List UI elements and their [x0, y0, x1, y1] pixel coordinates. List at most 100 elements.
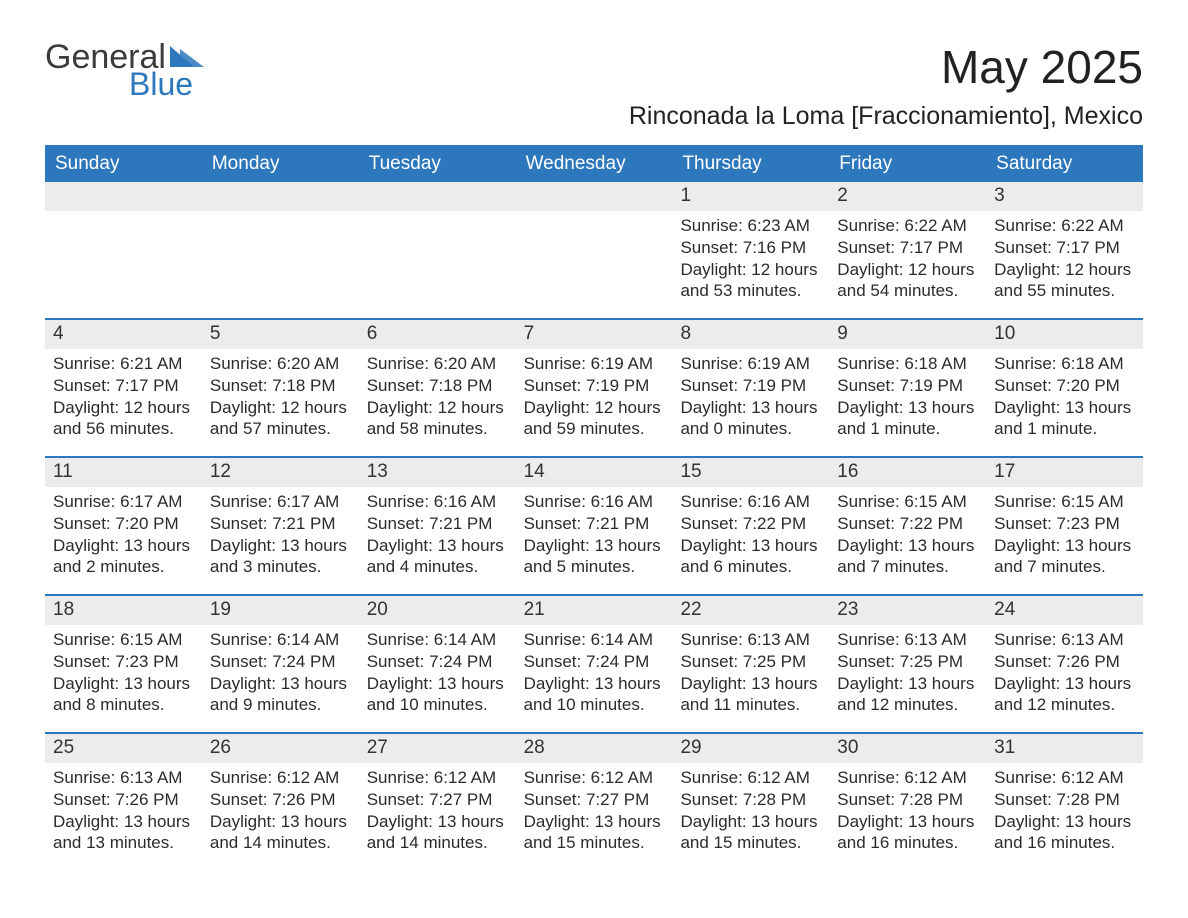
day-details: Sunrise: 6:20 AMSunset: 7:18 PMDaylight:…: [359, 349, 516, 448]
sunrise-line: Sunrise: 6:19 AM: [680, 353, 821, 375]
sunrise-line: Sunrise: 6:13 AM: [680, 629, 821, 651]
daylight-line: Daylight: 12 hours and 56 minutes.: [53, 397, 194, 441]
day-number: 26: [202, 734, 359, 763]
day-details: Sunrise: 6:17 AMSunset: 7:20 PMDaylight:…: [45, 487, 202, 586]
sunset-line: Sunset: 7:24 PM: [367, 651, 508, 673]
daylight-line: Daylight: 13 hours and 12 minutes.: [837, 673, 978, 717]
daylight-line: Daylight: 13 hours and 8 minutes.: [53, 673, 194, 717]
day-details: Sunrise: 6:14 AMSunset: 7:24 PMDaylight:…: [359, 625, 516, 724]
location-subtitle: Rinconada la Loma [Fraccionamiento], Mex…: [629, 102, 1143, 131]
day-details: Sunrise: 6:18 AMSunset: 7:19 PMDaylight:…: [829, 349, 986, 448]
sunset-line: Sunset: 7:23 PM: [994, 513, 1135, 535]
sunrise-line: Sunrise: 6:18 AM: [994, 353, 1135, 375]
calendar-day: 27Sunrise: 6:12 AMSunset: 7:27 PMDayligh…: [359, 734, 516, 870]
sunrise-line: Sunrise: 6:12 AM: [367, 767, 508, 789]
day-details: Sunrise: 6:13 AMSunset: 7:26 PMDaylight:…: [45, 763, 202, 862]
sunset-line: Sunset: 7:26 PM: [210, 789, 351, 811]
daylight-line: Daylight: 13 hours and 15 minutes.: [680, 811, 821, 855]
month-title: May 2025: [629, 40, 1143, 94]
calendar-day: 12Sunrise: 6:17 AMSunset: 7:21 PMDayligh…: [202, 458, 359, 594]
sunrise-line: Sunrise: 6:20 AM: [367, 353, 508, 375]
day-header: Sunday: [45, 147, 202, 182]
day-number: 9: [829, 320, 986, 349]
day-number: 18: [45, 596, 202, 625]
day-header: Wednesday: [516, 147, 673, 182]
day-details: Sunrise: 6:16 AMSunset: 7:21 PMDaylight:…: [516, 487, 673, 586]
day-details: Sunrise: 6:18 AMSunset: 7:20 PMDaylight:…: [986, 349, 1143, 448]
sunrise-line: Sunrise: 6:14 AM: [210, 629, 351, 651]
calendar-day: 14Sunrise: 6:16 AMSunset: 7:21 PMDayligh…: [516, 458, 673, 594]
calendar-day: 18Sunrise: 6:15 AMSunset: 7:23 PMDayligh…: [45, 596, 202, 732]
day-number: 24: [986, 596, 1143, 625]
day-number: 6: [359, 320, 516, 349]
day-details: Sunrise: 6:16 AMSunset: 7:21 PMDaylight:…: [359, 487, 516, 586]
day-number: 30: [829, 734, 986, 763]
day-number: 17: [986, 458, 1143, 487]
sunset-line: Sunset: 7:22 PM: [837, 513, 978, 535]
calendar-day: 26Sunrise: 6:12 AMSunset: 7:26 PMDayligh…: [202, 734, 359, 870]
day-number: 3: [986, 182, 1143, 211]
day-number: 5: [202, 320, 359, 349]
day-details: Sunrise: 6:17 AMSunset: 7:21 PMDaylight:…: [202, 487, 359, 586]
sunset-line: Sunset: 7:19 PM: [524, 375, 665, 397]
day-details: Sunrise: 6:12 AMSunset: 7:27 PMDaylight:…: [359, 763, 516, 862]
day-number: 21: [516, 596, 673, 625]
daylight-line: Daylight: 12 hours and 58 minutes.: [367, 397, 508, 441]
sunset-line: Sunset: 7:21 PM: [524, 513, 665, 535]
day-details: Sunrise: 6:15 AMSunset: 7:23 PMDaylight:…: [986, 487, 1143, 586]
day-header: Monday: [202, 147, 359, 182]
day-details: Sunrise: 6:23 AMSunset: 7:16 PMDaylight:…: [672, 211, 829, 310]
calendar-day: 17Sunrise: 6:15 AMSunset: 7:23 PMDayligh…: [986, 458, 1143, 594]
sunset-line: Sunset: 7:17 PM: [994, 237, 1135, 259]
calendar-day: 31Sunrise: 6:12 AMSunset: 7:28 PMDayligh…: [986, 734, 1143, 870]
sunset-line: Sunset: 7:27 PM: [367, 789, 508, 811]
day-number: [516, 182, 673, 211]
calendar-day: 8Sunrise: 6:19 AMSunset: 7:19 PMDaylight…: [672, 320, 829, 456]
day-header: Tuesday: [359, 147, 516, 182]
calendar-day: 21Sunrise: 6:14 AMSunset: 7:24 PMDayligh…: [516, 596, 673, 732]
calendar-day: 20Sunrise: 6:14 AMSunset: 7:24 PMDayligh…: [359, 596, 516, 732]
daylight-line: Daylight: 13 hours and 4 minutes.: [367, 535, 508, 579]
day-number: [359, 182, 516, 211]
calendar-day: [45, 182, 202, 318]
daylight-line: Daylight: 13 hours and 1 minute.: [994, 397, 1135, 441]
sunset-line: Sunset: 7:22 PM: [680, 513, 821, 535]
calendar-day: [202, 182, 359, 318]
day-details: Sunrise: 6:13 AMSunset: 7:25 PMDaylight:…: [829, 625, 986, 724]
day-number: 25: [45, 734, 202, 763]
day-details: Sunrise: 6:20 AMSunset: 7:18 PMDaylight:…: [202, 349, 359, 448]
day-details: Sunrise: 6:19 AMSunset: 7:19 PMDaylight:…: [672, 349, 829, 448]
day-number: 16: [829, 458, 986, 487]
day-number: 13: [359, 458, 516, 487]
daylight-line: Daylight: 13 hours and 0 minutes.: [680, 397, 821, 441]
day-details: Sunrise: 6:21 AMSunset: 7:17 PMDaylight:…: [45, 349, 202, 448]
calendar-day: 23Sunrise: 6:13 AMSunset: 7:25 PMDayligh…: [829, 596, 986, 732]
calendar-day: 9Sunrise: 6:18 AMSunset: 7:19 PMDaylight…: [829, 320, 986, 456]
sunset-line: Sunset: 7:25 PM: [837, 651, 978, 673]
day-details: Sunrise: 6:12 AMSunset: 7:27 PMDaylight:…: [516, 763, 673, 862]
day-number: 28: [516, 734, 673, 763]
daylight-line: Daylight: 13 hours and 11 minutes.: [680, 673, 821, 717]
calendar-week: 11Sunrise: 6:17 AMSunset: 7:20 PMDayligh…: [45, 456, 1143, 594]
sunrise-line: Sunrise: 6:15 AM: [53, 629, 194, 651]
sunset-line: Sunset: 7:28 PM: [680, 789, 821, 811]
daylight-line: Daylight: 13 hours and 10 minutes.: [524, 673, 665, 717]
sunrise-line: Sunrise: 6:15 AM: [994, 491, 1135, 513]
sunrise-line: Sunrise: 6:14 AM: [524, 629, 665, 651]
calendar-day: 29Sunrise: 6:12 AMSunset: 7:28 PMDayligh…: [672, 734, 829, 870]
daylight-line: Daylight: 13 hours and 14 minutes.: [367, 811, 508, 855]
day-details: Sunrise: 6:16 AMSunset: 7:22 PMDaylight:…: [672, 487, 829, 586]
day-number: 31: [986, 734, 1143, 763]
calendar-day: 1Sunrise: 6:23 AMSunset: 7:16 PMDaylight…: [672, 182, 829, 318]
sunrise-line: Sunrise: 6:21 AM: [53, 353, 194, 375]
daylight-line: Daylight: 12 hours and 53 minutes.: [680, 259, 821, 303]
calendar-day: [359, 182, 516, 318]
daylight-line: Daylight: 12 hours and 54 minutes.: [837, 259, 978, 303]
sunrise-line: Sunrise: 6:13 AM: [837, 629, 978, 651]
daylight-line: Daylight: 13 hours and 5 minutes.: [524, 535, 665, 579]
day-number: 27: [359, 734, 516, 763]
title-block: May 2025 Rinconada la Loma [Fraccionamie…: [629, 40, 1143, 131]
day-number: 23: [829, 596, 986, 625]
sunrise-line: Sunrise: 6:13 AM: [994, 629, 1135, 651]
sunset-line: Sunset: 7:19 PM: [680, 375, 821, 397]
